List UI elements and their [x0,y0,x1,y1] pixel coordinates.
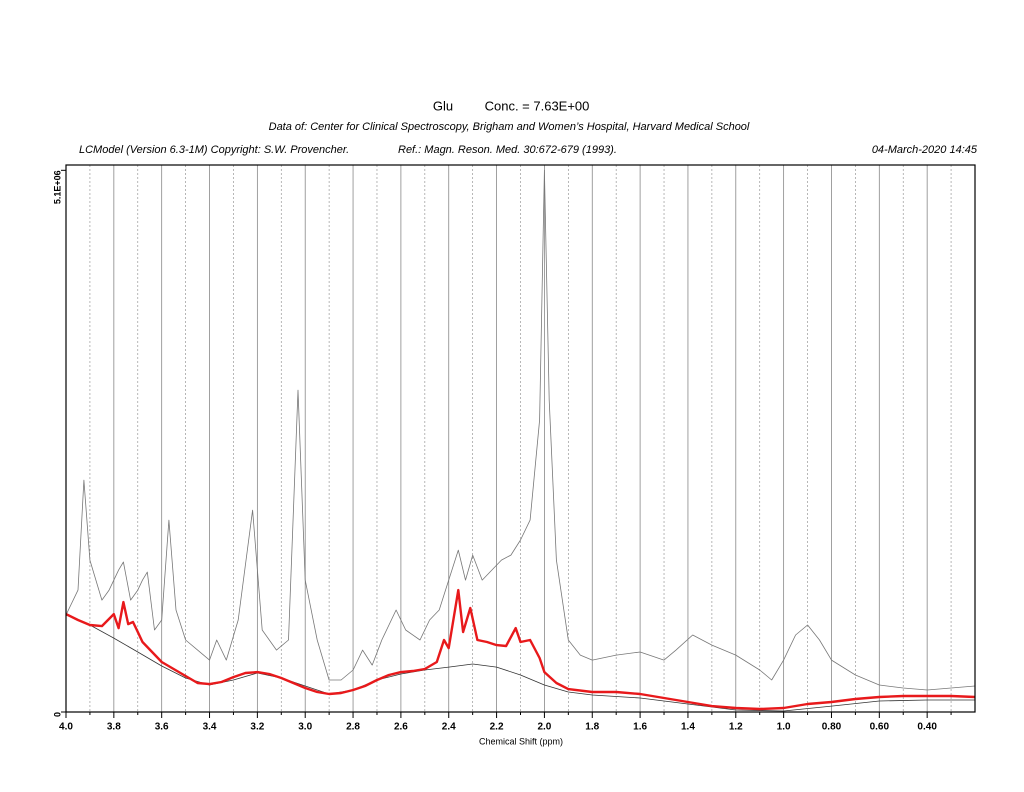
x-tick-label: 3.6 [155,722,169,733]
x-tick-label: 3.0 [298,722,312,733]
software: LCModel (Version 6.3-1M) Copyright: S.W.… [79,144,349,156]
x-tick-label: 1.4 [681,722,695,733]
x-tick-label: 1.8 [585,722,599,733]
x-tick-label: 3.4 [203,722,217,733]
plot-frame [65,164,976,713]
chart-title: Conc. = 7.63E+00 [485,98,590,113]
x-tick-label: 0.40 [917,722,937,733]
x-tick-label: 3.8 [107,722,121,733]
y-tick-label: 0 [52,712,62,717]
x-tick-label: 1.6 [633,722,647,733]
metabolite: Glu [433,98,453,113]
x-tick-label: 2.2 [490,722,504,733]
x-axis-label: Chemical Shift (ppm) [479,736,563,746]
x-tick-label: 1.2 [729,722,743,733]
x-tick-label: 2.8 [346,722,360,733]
x-tick-label: 1.0 [777,722,791,733]
x-tick-label: 2.6 [394,722,408,733]
spectrum-line [65,588,976,711]
x-tick-label: 2.4 [442,722,456,733]
y-tick-label: 5.1E+06 [52,170,62,204]
x-tick-label: 2.0 [537,722,551,733]
reference: Ref.: Magn. Reson. Med. 30:672-679 (1993… [398,144,617,156]
x-tick-label: 4.0 [59,722,73,733]
x-tick-label: 0.80 [822,722,842,733]
subtitle: Data of: Center for Clinical Spectroscop… [269,121,750,133]
date: 04-March-2020 14:45 [872,144,978,156]
x-tick-label: 3.2 [250,722,264,733]
spectrum-line [65,169,976,691]
x-tick-label: 0.60 [870,722,890,733]
